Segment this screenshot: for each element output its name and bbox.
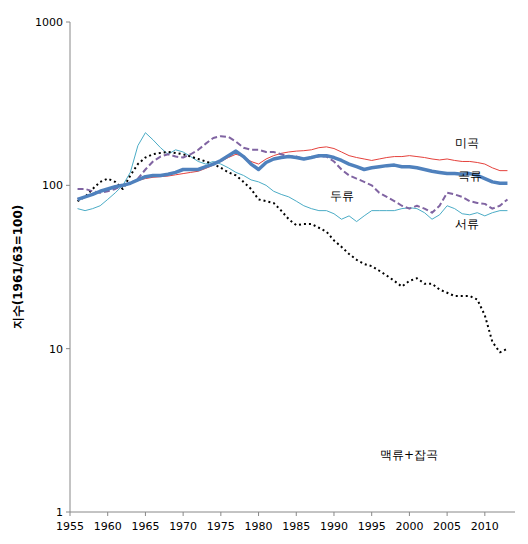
x-tick-label: 1970 [169, 520, 197, 533]
series-line [78, 133, 508, 222]
x-tick [107, 512, 108, 516]
series-line [78, 136, 508, 213]
series-line [78, 147, 508, 199]
x-tick-label: 2000 [395, 520, 423, 533]
chart: 1 10 100 1000 1955 1960 1965 1970 1975 1980 1985 19… [0, 0, 528, 544]
series-label: 서류 [455, 217, 479, 231]
y-tick-label: 1 [56, 506, 63, 519]
series-label: 곡류 [458, 169, 482, 183]
y-tick-label: 10 [49, 343, 63, 356]
x-tick-label: 1955 [56, 520, 84, 533]
x-tick-label: 1960 [94, 520, 122, 533]
series-label: 맥류+잡곡 [380, 448, 438, 462]
series-label: 두류 [330, 189, 354, 203]
x-tick [371, 512, 372, 516]
series-label: 미곡 [455, 136, 479, 150]
x-axis [70, 512, 515, 513]
x-tick [447, 512, 448, 516]
x-tick [333, 512, 334, 516]
y-tick [66, 348, 70, 349]
series-line [78, 151, 508, 199]
y-tick [66, 185, 70, 186]
y-tick-label: 100 [42, 179, 63, 192]
plot-area [78, 133, 508, 353]
y-axis-label: 지수(1961/63=100) [11, 205, 25, 330]
x-tick [296, 512, 297, 516]
x-tick-label: 1980 [245, 520, 273, 533]
x-tick-label: 2010 [471, 520, 499, 533]
x-tick [183, 512, 184, 516]
series-line [78, 152, 508, 352]
x-tick-label: 1975 [207, 520, 235, 533]
x-tick [70, 512, 71, 516]
x-tick [145, 512, 146, 516]
x-tick [484, 512, 485, 516]
y-axis [70, 22, 71, 512]
x-tick-label: 1990 [320, 520, 348, 533]
y-tick [66, 22, 70, 23]
x-tick [409, 512, 410, 516]
x-tick [220, 512, 221, 516]
x-tick [258, 512, 259, 516]
x-tick-label: 1965 [131, 520, 159, 533]
x-tick-label: 2005 [433, 520, 461, 533]
y-tick-label: 1000 [35, 16, 63, 29]
x-tick-label: 1995 [358, 520, 386, 533]
x-tick-label: 1985 [282, 520, 310, 533]
y-tick [66, 512, 70, 513]
